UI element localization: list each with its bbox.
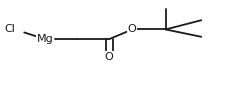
Text: O: O (104, 52, 113, 62)
Text: O: O (127, 24, 136, 34)
Text: Cl: Cl (4, 24, 15, 34)
Text: Mg: Mg (36, 34, 53, 44)
